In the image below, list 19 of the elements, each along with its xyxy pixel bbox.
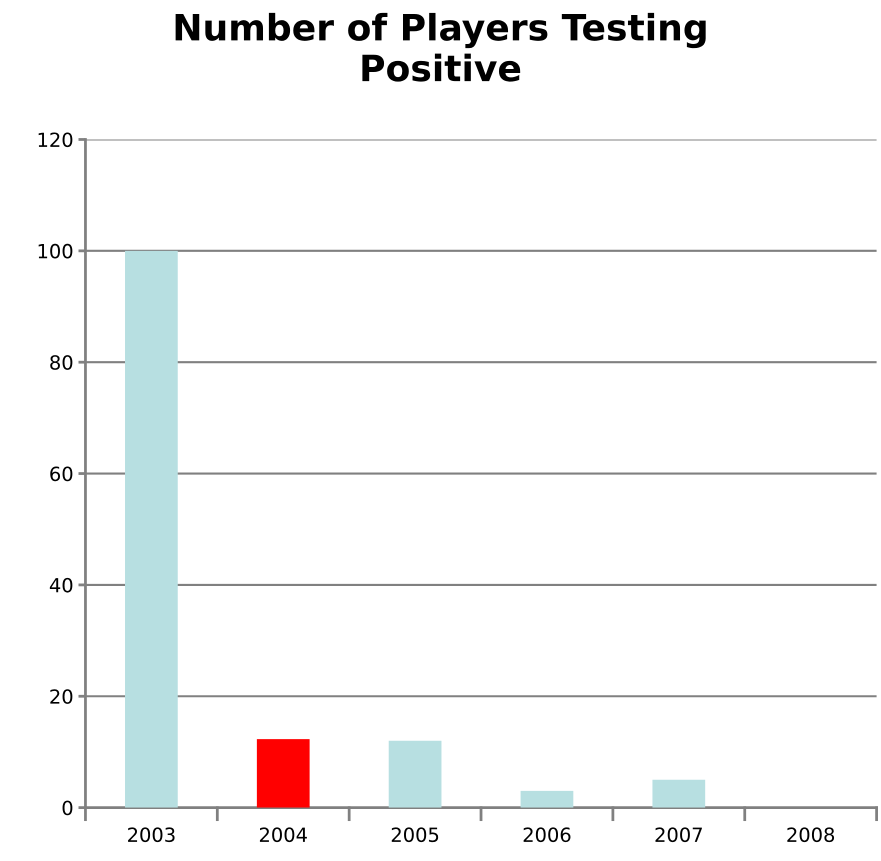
x-tick-label: 2005 <box>392 827 438 842</box>
y-tick-label: 0 <box>62 800 72 816</box>
bar <box>652 780 706 808</box>
bar <box>520 790 574 808</box>
x-tick-label: 2008 <box>787 827 834 842</box>
x-tick-label: 2004 <box>260 827 307 842</box>
y-tick-label: 100 <box>38 244 72 258</box>
x-tick-label: 2006 <box>524 827 570 842</box>
y-tick-label: 60 <box>50 466 72 482</box>
y-tick-label: 40 <box>50 578 72 593</box>
y-tick-label: 120 <box>38 132 72 148</box>
y-tick-label: 20 <box>50 689 72 704</box>
y-tick-label: 80 <box>50 355 72 370</box>
x-tick-label: 2007 <box>655 827 702 842</box>
bar <box>388 740 442 808</box>
bar <box>256 739 310 808</box>
chart-title: Number of Players Testing Positive <box>176 12 706 82</box>
x-tick-label: 2003 <box>128 827 175 842</box>
bar <box>125 250 178 808</box>
